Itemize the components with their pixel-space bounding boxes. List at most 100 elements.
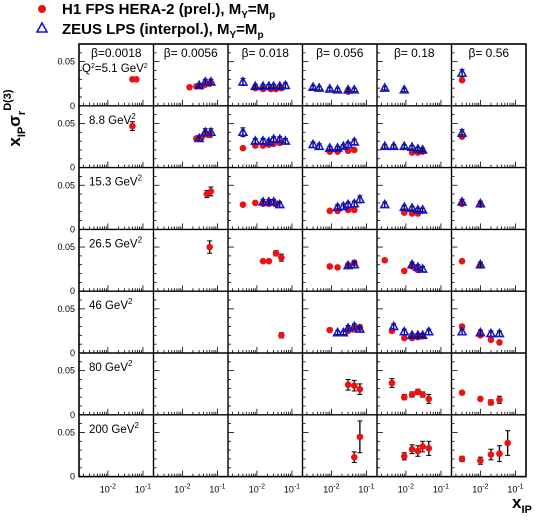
h1-point bbox=[477, 395, 484, 403]
zeus-point bbox=[332, 201, 343, 212]
zeus-point bbox=[332, 326, 343, 337]
zeus-point bbox=[423, 326, 435, 336]
h1-point bbox=[425, 395, 433, 403]
zeus-point bbox=[379, 140, 391, 151]
zeus-point bbox=[193, 132, 205, 143]
zeus-point bbox=[412, 143, 424, 153]
zeus-point bbox=[205, 76, 217, 86]
zeus-point bbox=[354, 193, 366, 204]
h1-point bbox=[487, 451, 495, 458]
zeus-point bbox=[342, 84, 354, 94]
zeus-point bbox=[324, 83, 336, 93]
zeus-point bbox=[379, 198, 391, 209]
zeus-point bbox=[456, 196, 468, 206]
zeus-point bbox=[338, 326, 349, 337]
h1-point bbox=[400, 452, 408, 460]
h1-point bbox=[186, 83, 193, 91]
y-tick-label: 0.05 bbox=[57, 242, 75, 252]
zeus-point bbox=[349, 320, 360, 331]
h1-point bbox=[278, 254, 285, 261]
zeus-point bbox=[268, 133, 279, 144]
q2-label: 46 GeV2 bbox=[89, 297, 133, 312]
h1-point bbox=[356, 433, 364, 441]
x-tick-label: 10-1 bbox=[358, 484, 374, 495]
h1-point bbox=[272, 249, 280, 257]
h1-point bbox=[265, 257, 273, 265]
q2-label: 80 GeV2 bbox=[89, 359, 133, 374]
zeus-point bbox=[313, 140, 325, 151]
h1-point bbox=[400, 334, 408, 342]
zeus-point bbox=[399, 326, 410, 336]
x-tick-label: 10-1 bbox=[433, 484, 449, 495]
zeus-point bbox=[205, 126, 217, 137]
zeus-point bbox=[268, 196, 279, 206]
h1-point bbox=[408, 445, 416, 453]
y-tick-label: 0 bbox=[70, 286, 75, 296]
h1-point bbox=[239, 144, 247, 152]
h1-point bbox=[496, 396, 503, 404]
h1-point bbox=[458, 76, 466, 84]
zeus-point bbox=[250, 80, 261, 91]
h1-point bbox=[239, 201, 247, 208]
h1-point bbox=[334, 264, 341, 271]
y-tick-label: 0.05 bbox=[57, 304, 75, 314]
y-tick-label: 0 bbox=[70, 224, 75, 234]
h1-point bbox=[408, 391, 416, 398]
y-tick-label: 0.05 bbox=[57, 118, 75, 128]
h1-point bbox=[344, 381, 352, 389]
h1-point bbox=[356, 385, 364, 393]
zeus-point bbox=[406, 329, 418, 340]
y-tick-label: 0.05 bbox=[57, 366, 75, 376]
zeus-point bbox=[342, 198, 354, 209]
h1-point bbox=[388, 379, 396, 387]
h1-point bbox=[425, 445, 433, 452]
h1-point bbox=[326, 326, 334, 334]
x-tick-label: 10-2 bbox=[323, 484, 339, 495]
zeus-point bbox=[485, 327, 497, 338]
zeus-point bbox=[406, 141, 418, 152]
h1-point bbox=[259, 257, 267, 265]
beta-label: β=0.0018 bbox=[91, 46, 142, 60]
h1-point bbox=[414, 447, 422, 455]
zeus-point bbox=[324, 142, 336, 152]
zeus-point bbox=[332, 84, 343, 94]
x-tick-label: 10-2 bbox=[174, 484, 190, 495]
zeus-point bbox=[388, 140, 400, 151]
h1-point bbox=[350, 382, 358, 389]
h1-point bbox=[326, 263, 334, 270]
zeus-point bbox=[307, 81, 319, 92]
legend-zeus-marker bbox=[35, 21, 49, 33]
zeus-point bbox=[399, 201, 410, 212]
beta-label: β= 0.0056 bbox=[164, 46, 218, 60]
zeus-point bbox=[237, 76, 249, 86]
zeus-point bbox=[257, 196, 269, 206]
x-tick-label: 10-2 bbox=[249, 484, 265, 495]
x-tick-label: 10-1 bbox=[135, 484, 151, 495]
h1-point bbox=[207, 188, 215, 195]
h1-point bbox=[400, 393, 408, 401]
zeus-point bbox=[494, 327, 505, 338]
zeus-point bbox=[342, 259, 354, 270]
zeus-point bbox=[417, 204, 428, 214]
legend-entry: H1 FPS HERA-2 (prel.), MY=Mp bbox=[62, 1, 275, 21]
h1-point bbox=[496, 450, 503, 457]
q2-label: 8.8 GeV2 bbox=[89, 112, 136, 127]
zeus-point bbox=[342, 322, 354, 333]
x-tick-label: 10-1 bbox=[209, 484, 225, 495]
h1-point bbox=[496, 339, 503, 346]
y-tick-label: 0.05 bbox=[57, 427, 75, 437]
zeus-point bbox=[456, 127, 468, 137]
zeus-point bbox=[274, 198, 286, 209]
zeus-point bbox=[268, 80, 279, 91]
h1-point bbox=[251, 199, 259, 207]
y-tick-label: 0 bbox=[70, 101, 75, 111]
h1-point bbox=[326, 207, 334, 215]
chart-labels: 0 0.05 0 0.05 0 0.05 0 0.05 0 0.05 0 0.05 0 0.05 10-2 1… bbox=[2, 46, 532, 516]
zeus-point bbox=[406, 258, 418, 269]
zeus-point bbox=[237, 126, 249, 137]
zeus-point bbox=[349, 258, 360, 269]
zeus-point bbox=[388, 320, 400, 331]
x-tick-label: 10-2 bbox=[398, 484, 414, 495]
zeus-point bbox=[417, 263, 428, 273]
